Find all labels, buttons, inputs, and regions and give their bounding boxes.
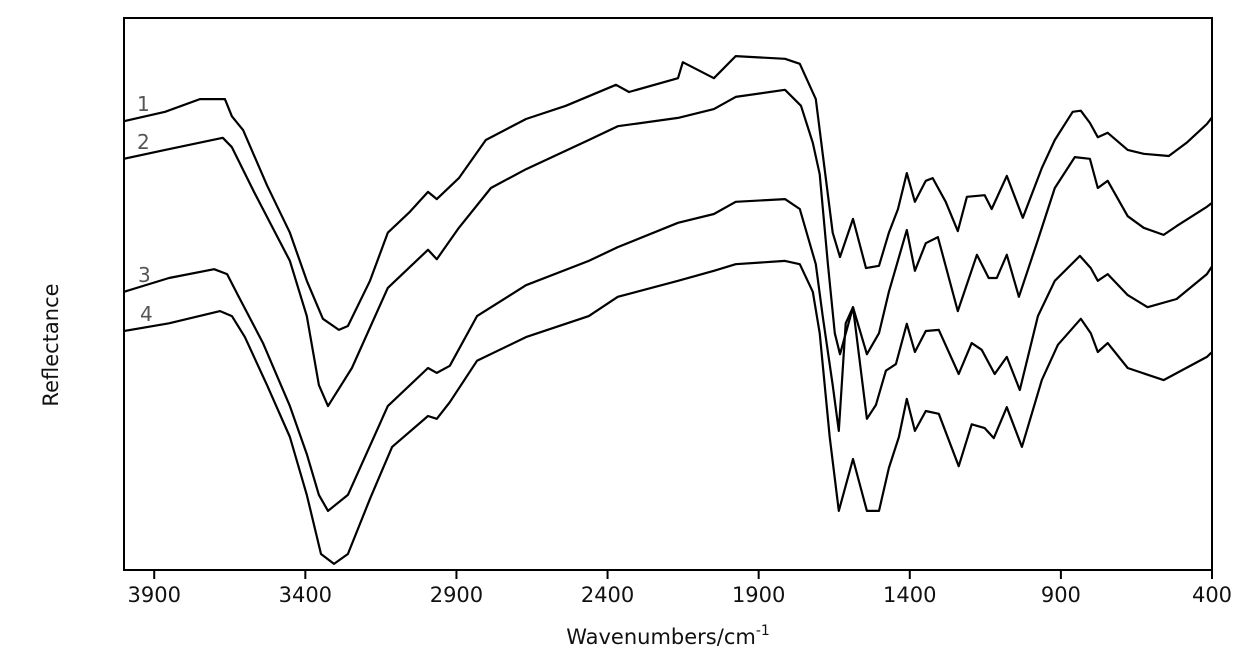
spectrum-line-1 <box>123 55 1213 331</box>
x-tick-label: 400 <box>1192 583 1232 607</box>
x-tick-label: 900 <box>1041 583 1081 607</box>
x-axis-title-main: Wavenumbers/cm <box>566 625 756 649</box>
x-axis-title: Wavenumbers/cm-1 <box>566 623 770 649</box>
y-axis-title: Reflectance <box>39 283 63 406</box>
x-tick-label: 3900 <box>127 583 180 607</box>
x-axis-ticks: 3900 3400 2900 2400 1900 1400 900 400 <box>127 570 1232 607</box>
x-tick-label: 3400 <box>279 583 332 607</box>
spectrum-line-3 <box>123 198 1213 512</box>
spectrum-line-2 <box>123 88 1213 408</box>
series-label-3: 3 <box>138 263 151 287</box>
plot-frame <box>123 17 1213 571</box>
x-tick-label: 1900 <box>732 583 785 607</box>
spectrum-line-4 <box>123 259 1213 565</box>
x-axis-title-superscript: -1 <box>756 623 770 639</box>
series-labels: 1 2 3 4 <box>137 92 153 326</box>
x-tick-label: 2900 <box>430 583 483 607</box>
series-label-1: 1 <box>137 92 150 116</box>
x-tick-label: 1400 <box>883 583 936 607</box>
series-label-2: 2 <box>137 130 150 154</box>
spectra-series <box>123 55 1213 565</box>
series-label-4: 4 <box>140 302 153 326</box>
x-tick-label: 2400 <box>581 583 634 607</box>
